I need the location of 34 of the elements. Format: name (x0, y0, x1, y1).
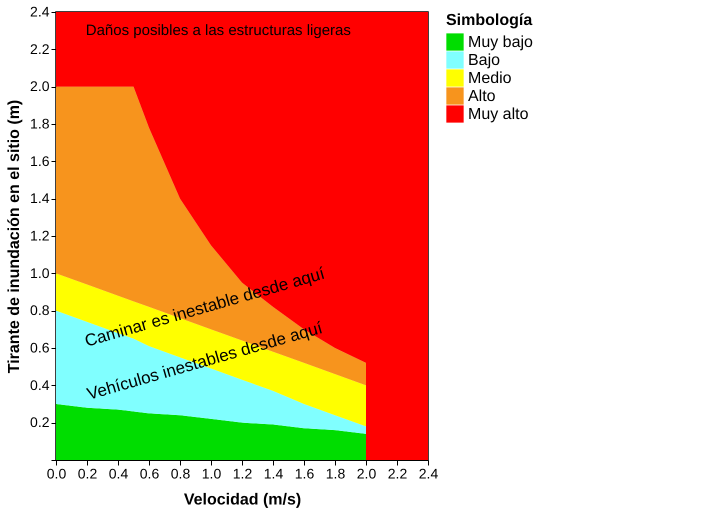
y-tick-label: 0.6 (30, 340, 50, 356)
y-tick-label: 1.6 (30, 152, 50, 169)
x-tick-label: 0.6 (140, 466, 160, 482)
y-tick-label: 1.4 (30, 190, 50, 206)
x-tick-label: 0.4 (108, 466, 128, 482)
y-tick-label: 2.0 (30, 78, 50, 94)
y-axis-title: Tirante de inundación en el sitio (m) (6, 100, 24, 374)
y-tick-label: 0.4 (30, 376, 50, 393)
legend-title: Simbología (446, 12, 532, 29)
x-tick-label: 1.0 (202, 466, 222, 482)
x-tick-label: 1.8 (326, 466, 346, 482)
legend-label: Muy alto (468, 106, 529, 123)
x-tick-label: 0.0 (46, 466, 66, 482)
y-tick-label: 1.8 (30, 116, 50, 132)
x-tick-label: 2.2 (388, 466, 408, 482)
legend-label: Alto (468, 88, 496, 105)
legend-label: Bajo (468, 52, 500, 69)
x-tick-label: 1.2 (232, 466, 252, 482)
annotation: Daños posibles a las estructuras ligeras (86, 22, 351, 39)
x-tick-label: 2.0 (356, 466, 376, 482)
x-tick-label: 2.4 (418, 466, 438, 482)
legend-label: Medio (468, 70, 512, 87)
x-tick-label: 1.4 (264, 466, 284, 482)
x-tick-label: 1.6 (294, 466, 314, 482)
y-tick-label: 1.0 (30, 264, 50, 281)
y-tick-label: 1.2 (30, 228, 50, 244)
y-tick-label: 2.4 (30, 4, 50, 20)
legend-label: Muy bajo (468, 34, 534, 51)
x-axis-title: Velocidad (m/s) (184, 492, 302, 508)
y-tick-label: 0.8 (30, 302, 50, 318)
y-tick-label: 0.2 (30, 414, 50, 430)
x-tick-label: 0.2 (78, 466, 98, 482)
y-tick-label: 2.2 (30, 40, 50, 57)
x-tick-label: 0.8 (170, 466, 190, 482)
